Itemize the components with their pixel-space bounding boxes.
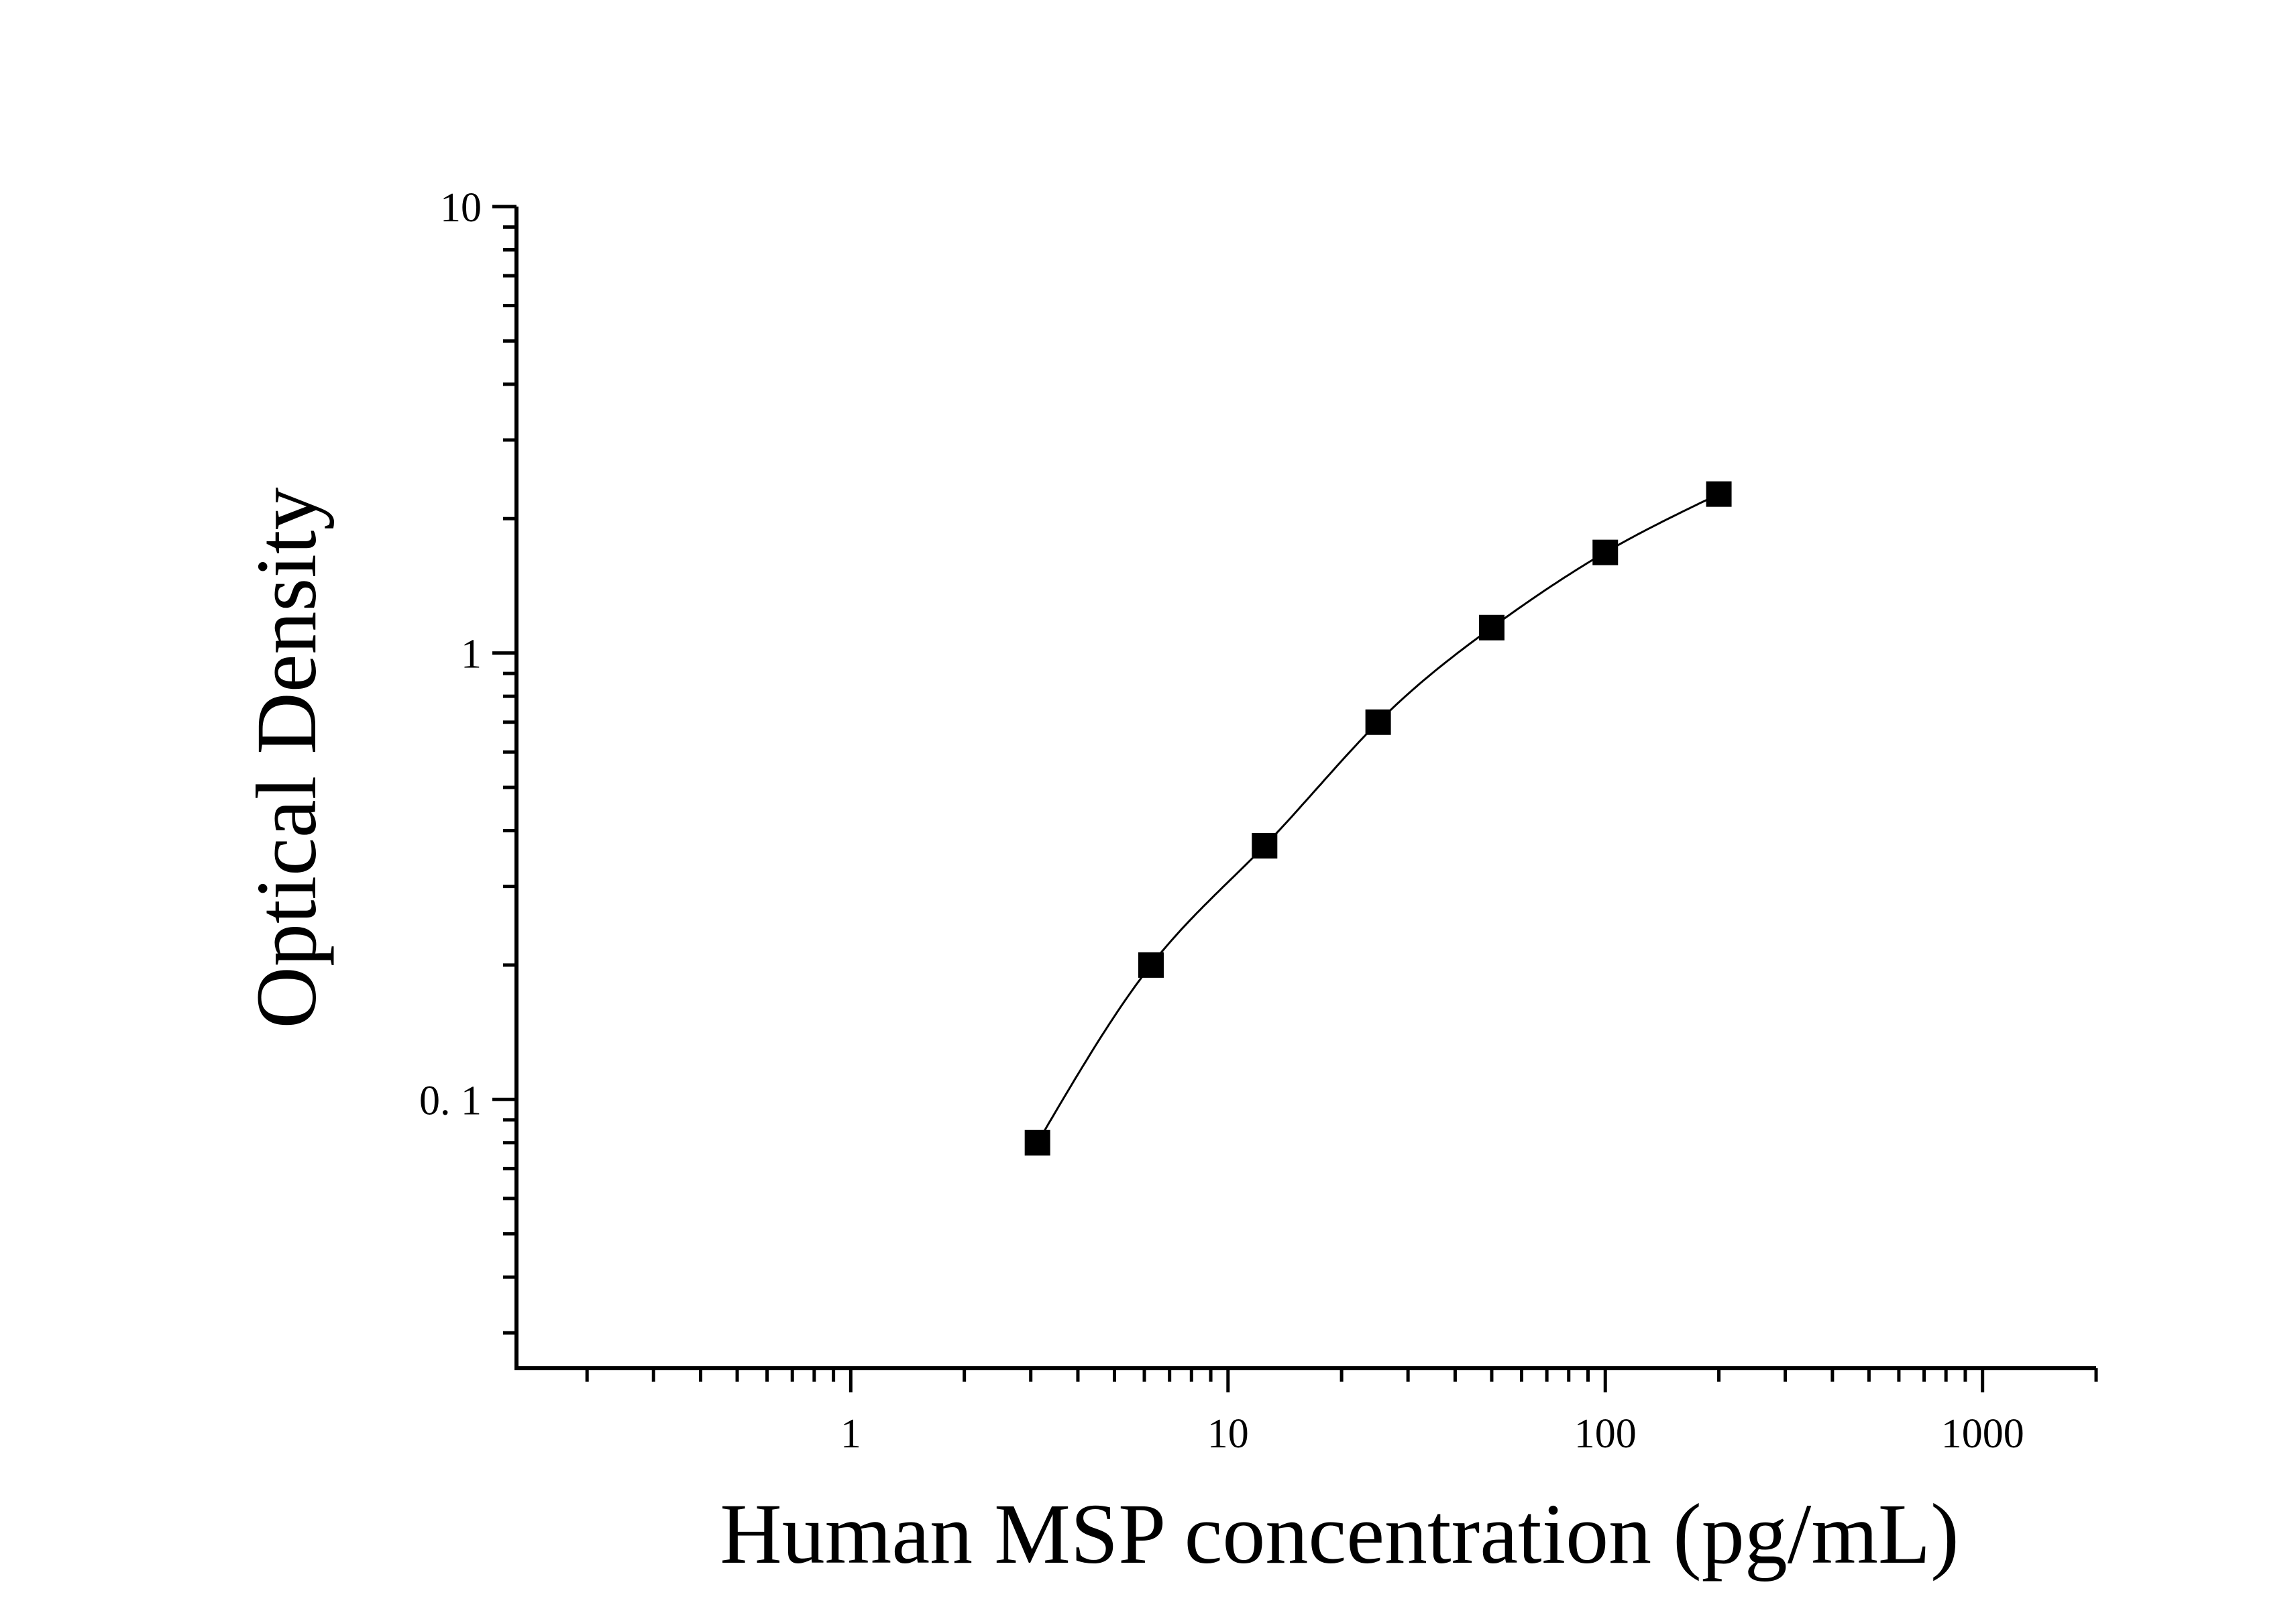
y-axis-title: Optical Density [239,488,334,1029]
x-tick-label: 1 [840,1411,861,1457]
x-axis-title: Human MSP concentration (pg/mL) [720,1486,1959,1582]
data-point-square [1024,1129,1050,1156]
data-point-square [1138,952,1164,978]
y-tick-label: 1 [461,632,482,677]
data-point-square [1706,481,1732,507]
data-point-square [1365,709,1391,735]
data-point-square [1252,833,1278,859]
x-tick-label: 1000 [1941,1411,2024,1457]
y-tick-label: 0. 1 [419,1078,482,1123]
axis-ticks: 1 10 100 1000 0. 1 1 10 [419,185,2098,1457]
x-tick-label: 100 [1574,1411,1637,1457]
data-point-square [1592,539,1619,565]
axes [514,207,2096,1370]
fit-curve-layer [1036,493,1720,1144]
fit-curve [1036,493,1720,1144]
data-point-square [1478,614,1505,641]
data-points [1024,481,1732,1156]
x-tick-label: 10 [1207,1411,1249,1457]
y-tick-label: 10 [440,185,482,231]
